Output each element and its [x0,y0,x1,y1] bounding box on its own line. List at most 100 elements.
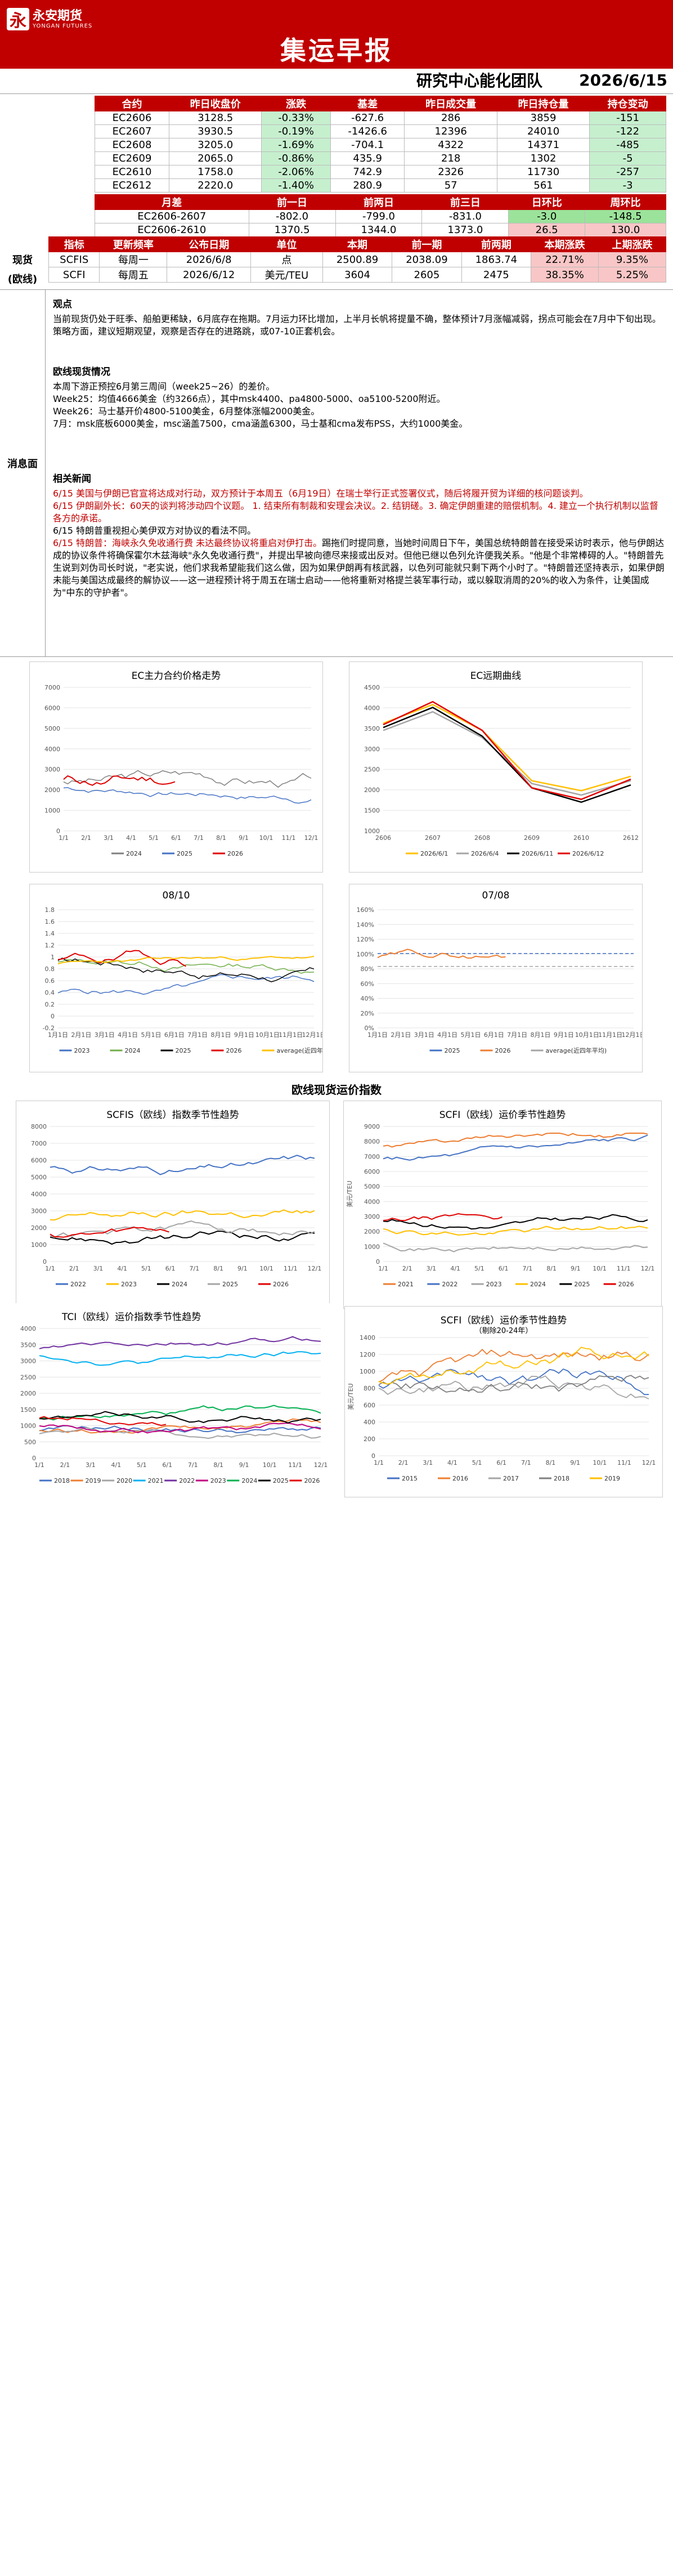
x-tick-label: 9/1 [239,834,249,842]
table-header-cell: 前两日 [335,194,423,210]
table-cell: EC2610 [94,165,170,179]
chart-title: SCFI（欧线）运价季节性趋势 [440,1315,567,1326]
x-tick-label: 5/1 [149,834,159,842]
x-tick-label: 1/1 [374,1459,384,1466]
chart-title: EC远期曲线 [470,670,522,682]
y-tick-label: 7000 [364,1153,380,1160]
series-line [383,1214,648,1230]
series-line [383,1226,648,1236]
x-tick-label: 8月1日 [531,1031,551,1039]
y-tick-label: 1.4 [45,930,55,937]
series-line [378,1348,649,1383]
legend-label: 2024 [530,1281,546,1288]
series-line [383,701,631,800]
table-cell: -3.0 [508,209,586,223]
table-cell: 每周一 [99,252,168,267]
y-tick-label: 8000 [31,1123,47,1130]
table-header-cell: 前一日 [248,194,336,210]
series-line [383,706,631,803]
view-title: 观点 [53,299,72,310]
x-tick-label: 2/1 [69,1265,79,1272]
x-tick-label: 8/1 [213,1265,223,1272]
table-header-cell: 昨日成交量 [404,96,497,111]
scfis-chart: SCFIS（欧线）指数季节性趋势 0 1000 2000 3000 4000 5000 60… [16,1101,330,1309]
quote-section: 欧线现货情况 本周下游正预控6月第三周间（week25~26）的差价。 Week… [53,366,666,430]
series-line [57,974,315,995]
table-cell: SCFI [48,267,100,283]
x-tick-label: 4月1日 [118,1031,138,1039]
ec-main-chart: EC主力合约价格走势 0 1000 2000 3000 4000 5000 6000 7000… [29,661,323,873]
y-tick-label: 2000 [364,1228,380,1236]
table-header-cell: 周环比 [585,194,666,210]
y-tick-label: 4000 [364,704,380,712]
table-cell: 26.5 [508,223,586,237]
y-tick-label: 2000 [44,786,60,794]
spot-table: 指标 更新频率 公布日期 单位 本期 前一期 前两期 本期涨跌 上期涨跌 SCFIS 每周一 2026… [48,236,667,283]
brand-logo: 永 永安期货 YONGAN FUTURES [7,6,97,33]
table-cell: -485 [589,138,666,152]
table-cell: 1370.5 [248,223,336,237]
y-tick-label: 800 [364,1385,375,1392]
y-tick-label: 1000 [44,807,60,815]
chart-title: TCI（欧线）运价指数季节性趋势 [62,1312,201,1323]
chart-title: 07/08 [482,890,510,901]
x-tick-label: 6/1 [165,1265,176,1272]
table-row: EC2608 3205.0 -1.69% -704.1 4322 14371 -485 [94,138,666,152]
x-tick-label: 10/1 [263,1461,277,1469]
x-tick-label: 3/1 [86,1461,96,1469]
table-row: EC2610 1758.0 -2.06% 742.9 2326 11730 -257 [94,165,666,179]
y-tick-label: 600 [364,1402,375,1409]
table-cell: -151 [589,111,666,125]
x-tick-label: 2608 [474,834,490,842]
table-cell: 1344.0 [335,223,423,237]
x-tick-label: 9/1 [571,1265,581,1272]
legend-label: 2024 [126,850,142,857]
legend-label: 2024 [241,1477,257,1484]
tci-chart: TCI（欧线）运价指数季节性趋势 0 500 1000 1500 2000 2500 300… [6,1303,332,1497]
series-line [63,787,312,804]
x-tick-label: 12月1日 [622,1031,643,1039]
x-tick-label: 2609 [524,834,540,842]
table-row: EC2609 2065.0 -0.86% 435.9 218 1302 -5 [94,151,666,166]
x-tick-label: 10月1日 [255,1031,280,1039]
y-tick-label: 1.8 [45,906,55,914]
series-line [50,1209,315,1221]
x-tick-label: 5月1日 [141,1031,161,1039]
table-cell: 1373.0 [421,223,509,237]
table-cell: 3930.5 [169,124,262,138]
legend-label: 2026/6/4 [471,850,499,857]
table-cell: 2220.0 [169,178,262,193]
y-tick-label: 0.4 [45,989,55,996]
table-cell: 3859 [496,111,590,125]
table-header-cell: 公布日期 [167,236,251,252]
table-header-cell: 涨跌 [261,96,331,111]
table-header-row: 月差 前一日 前两日 前三日 日环比 周环比 [95,194,666,210]
table-cell: 2026/6/12 [167,267,251,283]
series-line [39,1405,321,1421]
spread-table: 月差 前一日 前两日 前三日 日环比 周环比 EC2606-2607 -802.0 -799.0… [95,194,666,237]
table-cell: EC2608 [94,138,170,152]
legend-label: 2023 [486,1281,502,1288]
y-tick-label: 8000 [364,1138,380,1146]
x-tick-label: 2月1日 [71,1031,91,1039]
y-tick-label: 80% [361,965,374,973]
table-cell: -704.1 [330,138,405,152]
y-tick-label: 1500 [364,807,380,815]
y-tick-label: 4000 [364,1198,380,1205]
quote-line: 本周下游正预控6月第三周间（week25~26）的差价。 [53,381,275,392]
legend-label: 2025 [273,1477,289,1484]
legend-label: 2026 [273,1281,289,1288]
x-tick-label: 2/1 [402,1265,412,1272]
table-cell: 2475 [461,267,532,283]
x-tick-label: 12/1 [314,1461,328,1469]
chart-title: 08/10 [162,890,190,901]
table-cell: SCFIS [48,252,100,267]
x-tick-label: 4/1 [447,1459,457,1466]
y-tick-label: 40% [361,995,374,1003]
table-cell: -3 [589,178,666,193]
spot-side-label-2: (欧线) [7,274,38,285]
news-item-body: 踢拖们时提同意，当她时间周日下午，美国总统特朗普在接受采访时表示，他与伊朗达成的… [53,538,665,598]
legend-label: 2022 [70,1281,86,1288]
x-tick-label: 9月1日 [234,1031,254,1039]
legend-label: 2023 [74,1047,90,1054]
